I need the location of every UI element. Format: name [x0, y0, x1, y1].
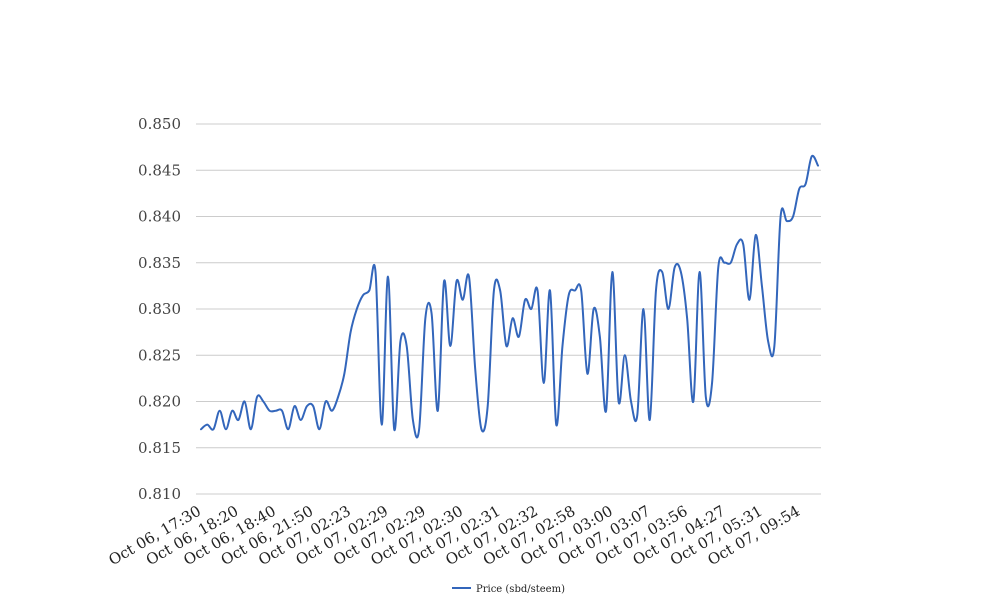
y-tick-label: 0.850: [138, 115, 181, 133]
y-tick-label: 0.815: [138, 439, 181, 457]
y-tick-label: 0.845: [138, 161, 181, 179]
series-line-price[interactable]: [200, 154, 819, 439]
grid-lines: [196, 123, 821, 495]
legend[interactable]: Price (sbd/steem): [452, 584, 565, 595]
y-tick-label: 0.810: [138, 485, 181, 503]
y-tick-label: 0.825: [138, 346, 181, 364]
legend-label-price: Price (sbd/steem): [476, 584, 565, 595]
series-group: [200, 154, 819, 439]
y-tick-label: 0.830: [138, 300, 181, 318]
y-tick-label: 0.835: [138, 254, 181, 272]
y-tick-label: 0.840: [138, 208, 181, 226]
y-tick-label: 0.820: [138, 393, 181, 411]
y-axis-ticks: 0.810 0.815 0.820 0.825 0.830 0.835 0.840 0.845…: [138, 115, 181, 503]
